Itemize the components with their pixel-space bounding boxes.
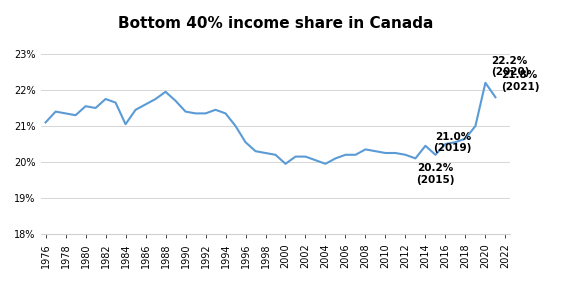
Text: 22.2%
(2020): 22.2% (2020) (491, 56, 530, 77)
Text: 20.2%
(2015): 20.2% (2015) (416, 163, 455, 185)
Text: 21.0%
(2019): 21.0% (2019) (433, 132, 471, 153)
Text: 21.8%
(2021): 21.8% (2021) (501, 70, 539, 92)
Title: Bottom 40% income share in Canada: Bottom 40% income share in Canada (118, 16, 433, 31)
